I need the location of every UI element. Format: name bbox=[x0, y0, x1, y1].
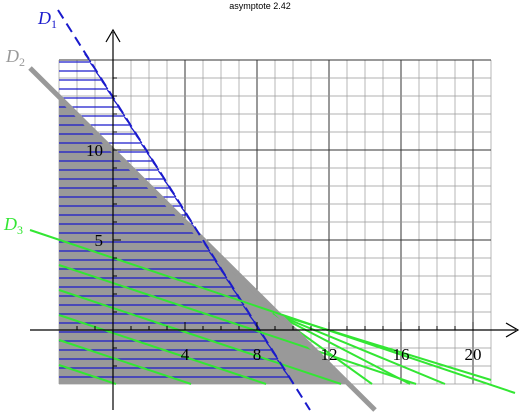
iso-line bbox=[58, 314, 267, 385]
x-tick-label: 20 bbox=[465, 345, 482, 364]
line-d1 bbox=[57, 9, 311, 411]
iso-line bbox=[58, 339, 192, 385]
iso-line bbox=[58, 289, 342, 385]
y-tick-label: 10 bbox=[86, 141, 103, 160]
x-tick-label: 16 bbox=[393, 345, 410, 364]
label-d2: D2 bbox=[5, 46, 25, 69]
ticks: 4 8 12 16 20 5 10 bbox=[76, 77, 482, 367]
label-d1: D1 bbox=[37, 8, 57, 31]
x-tick-label: 12 bbox=[321, 345, 338, 364]
label-d3: D3 bbox=[3, 214, 23, 237]
iso-line bbox=[58, 364, 117, 385]
x-tick-label: 8 bbox=[253, 345, 262, 364]
line-d3 bbox=[29, 229, 516, 394]
x-arrow bbox=[505, 322, 520, 338]
iso-line bbox=[58, 264, 417, 385]
y-arrow bbox=[105, 28, 121, 43]
hatching bbox=[59, 53, 290, 378]
line-d2 bbox=[28, 66, 377, 412]
title: asymptote 2.42 bbox=[229, 1, 291, 11]
iso-line bbox=[272, 312, 446, 385]
x-tick-label: 4 bbox=[181, 345, 190, 364]
y-tick-label: 5 bbox=[95, 231, 104, 250]
iso-line bbox=[272, 312, 411, 385]
